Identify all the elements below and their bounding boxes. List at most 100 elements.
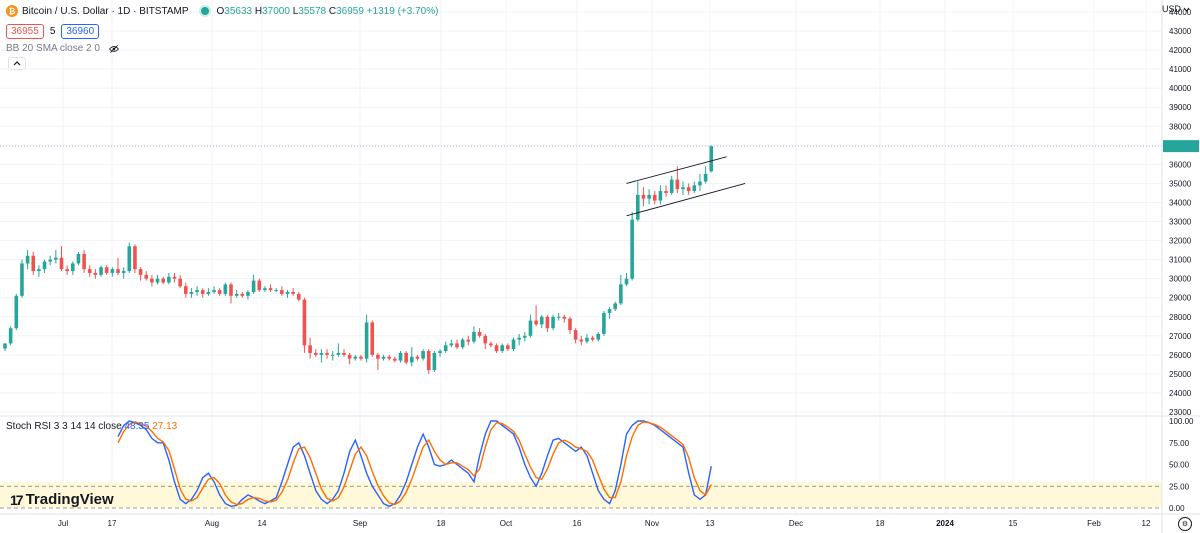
candle-body[interactable]: [87, 269, 92, 273]
currency-selector[interactable]: USD: [1162, 4, 1190, 14]
candle-body[interactable]: [251, 280, 256, 292]
candle-body[interactable]: [263, 288, 267, 291]
channel-lower-line[interactable]: [626, 182, 746, 217]
candle-body[interactable]: [432, 352, 437, 371]
candle-body[interactable]: [562, 316, 567, 319]
candle-body[interactable]: [325, 352, 329, 355]
candle-body[interactable]: [212, 290, 216, 292]
candle-body[interactable]: [37, 269, 41, 272]
candle-body[interactable]: [54, 257, 58, 260]
candle-body[interactable]: [624, 278, 629, 285]
time-axis[interactable]: Jul 17 Aug 14 Sep 18 Oct 16 Nov 13 Dec 18 2024 15 Feb 1…: [58, 519, 1151, 528]
candle-body[interactable]: [342, 352, 346, 355]
candle-body[interactable]: [658, 191, 663, 201]
candle-body[interactable]: [675, 179, 680, 190]
candle-body[interactable]: [274, 290, 278, 292]
candle-body[interactable]: [449, 343, 454, 346]
candle-body[interactable]: [438, 351, 442, 353]
candle-body[interactable]: [48, 259, 52, 262]
candle-body[interactable]: [641, 194, 646, 199]
candle-body[interactable]: [347, 354, 352, 359]
candle-body[interactable]: [511, 339, 516, 350]
candle-body[interactable]: [319, 352, 324, 355]
settings-gear-icon[interactable]: ⚙: [1178, 517, 1192, 531]
candle-body[interactable]: [217, 290, 222, 294]
candle-body[interactable]: [71, 263, 75, 272]
candle-body[interactable]: [206, 292, 211, 294]
candle-body[interactable]: [121, 271, 126, 273]
candle-body[interactable]: [330, 354, 335, 356]
candle-body[interactable]: [443, 345, 448, 352]
collapse-legend-button[interactable]: [8, 57, 26, 70]
candle-body[interactable]: [647, 194, 651, 199]
candle-body[interactable]: [421, 351, 425, 359]
candle-body[interactable]: [8, 328, 13, 344]
candle-body[interactable]: [184, 286, 188, 294]
candle-body[interactable]: [596, 333, 601, 340]
candle-body[interactable]: [669, 179, 674, 193]
candle-body[interactable]: [506, 345, 510, 350]
candle-body[interactable]: [155, 278, 160, 283]
channel-upper-line[interactable]: [626, 156, 727, 184]
candle-body[interactable]: [20, 263, 24, 296]
symbol-title[interactable]: Bitcoin / U.S. Dollar · 1D · BITSTAMP: [22, 5, 189, 17]
candle-body[interactable]: [376, 354, 380, 359]
candle-body[interactable]: [607, 309, 612, 313]
candle-body[interactable]: [681, 187, 685, 190]
candle-body[interactable]: [161, 278, 165, 283]
candle-body[interactable]: [619, 284, 623, 304]
stoch-rsi-legend[interactable]: Stoch RSI 3 3 14 14 close 48.35 27.13: [6, 421, 177, 432]
stoch-rsi-lines[interactable]: [117, 420, 712, 508]
candle-body[interactable]: [246, 292, 250, 296]
candle-body[interactable]: [172, 276, 177, 279]
candle-body[interactable]: [257, 280, 262, 291]
candle-body[interactable]: [229, 284, 233, 296]
candle-body[interactable]: [686, 187, 691, 192]
candle-body[interactable]: [189, 292, 194, 294]
candle-body[interactable]: [42, 261, 47, 270]
candle-body[interactable]: [31, 255, 36, 272]
candle-body[interactable]: [460, 339, 465, 348]
candle-body[interactable]: [698, 181, 702, 186]
candle-body[interactable]: [76, 253, 81, 264]
candle-body[interactable]: [709, 146, 714, 172]
candle-body[interactable]: [133, 246, 137, 270]
candle-body[interactable]: [636, 194, 640, 220]
candle-body[interactable]: [234, 293, 239, 296]
candle-body[interactable]: [692, 185, 697, 192]
candle-body[interactable]: [150, 278, 154, 283]
candle-body[interactable]: [200, 290, 205, 294]
candle-body[interactable]: [223, 284, 228, 294]
candle-body[interactable]: [630, 219, 634, 279]
candle-body[interactable]: [65, 269, 69, 272]
candle-body[interactable]: [573, 330, 578, 340]
candle-body[interactable]: [393, 358, 397, 361]
candle-body[interactable]: [280, 290, 284, 294]
candle-body[interactable]: [104, 267, 109, 273]
candle-body[interactable]: [500, 345, 504, 352]
candle-body[interactable]: [483, 335, 488, 344]
candle-body[interactable]: [489, 343, 493, 346]
candle-body[interactable]: [545, 316, 550, 329]
candle-body[interactable]: [455, 343, 459, 348]
buy-price-button[interactable]: 36960: [61, 24, 100, 39]
candle-body[interactable]: [387, 356, 391, 359]
candle-body[interactable]: [613, 303, 617, 310]
candle-body[interactable]: [426, 351, 431, 371]
candle-body[interactable]: [116, 269, 120, 273]
candle-body[interactable]: [291, 292, 295, 294]
indicator-legend[interactable]: BB 20 SMA close 2 0: [6, 43, 120, 54]
candle-body[interactable]: [336, 352, 341, 355]
candle-body[interactable]: [579, 339, 584, 342]
candle-body[interactable]: [178, 278, 182, 287]
eye-hidden-icon[interactable]: [108, 44, 120, 53]
candle-body[interactable]: [14, 295, 19, 329]
candle-body[interactable]: [99, 267, 103, 275]
candle-body[interactable]: [602, 312, 606, 334]
candle-body[interactable]: [466, 339, 471, 342]
candle-body[interactable]: [240, 293, 245, 296]
candle-body[interactable]: [539, 316, 544, 325]
candle-body[interactable]: [381, 356, 386, 359]
candle-body[interactable]: [517, 337, 521, 340]
